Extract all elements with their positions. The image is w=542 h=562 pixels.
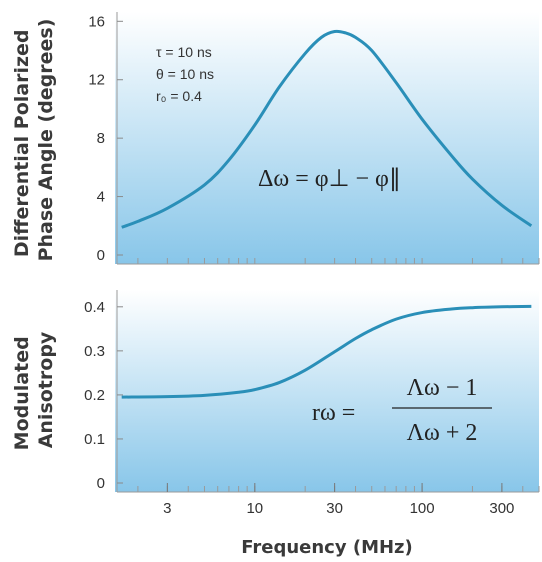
x-tick-label: 300 <box>489 500 514 517</box>
anisotropy-equation-lhs: rω = <box>312 400 355 426</box>
bottom-plot-area <box>115 290 539 492</box>
top-plot-area <box>115 12 539 264</box>
anisotropy-equation-numerator: Λω − 1 <box>407 375 478 401</box>
top-y-ticks: 0 4 8 12 16 <box>88 13 123 264</box>
bottom-y-axis-label-line2: Anisotropy <box>35 331 57 448</box>
top-y-axis-label-line2: Phase Angle (degrees) <box>35 19 57 262</box>
bottom-x-ticks: 3 10 30 100 300 <box>163 483 514 517</box>
bottom-series-line <box>121 304 532 399</box>
x-tick-label: 30 <box>326 500 343 517</box>
bottom-y-ticks: 0 0.1 0.2 0.3 0.4 <box>84 299 123 492</box>
anisotropy-equation: rω = Λω − 1 Λω + 2 <box>312 375 492 446</box>
top-y-tick-label: 4 <box>97 189 105 206</box>
param-annotations: τ = 10 ns θ = 10 ns r₀ = 0.4 <box>156 44 214 104</box>
top-y-tick-label: 12 <box>88 72 105 89</box>
bottom-y-tick-label: 0.3 <box>84 343 105 360</box>
x-tick-label: 3 <box>163 500 171 517</box>
bottom-y-axis-label-line1: Modulated <box>11 336 33 450</box>
anisotropy-equation-denominator: Λω + 2 <box>407 420 478 446</box>
top-panel: 0 4 8 12 16 Differential Polarized Phase Ang… <box>11 12 540 265</box>
phase-equation: Δω = φ⊥ − φ∥ <box>258 166 401 192</box>
bottom-panel: 0 0.1 0.2 0.3 0.4 3 10 30 100 300 Modulated Anis… <box>11 290 540 558</box>
x-axis-label: Frequency (MHz) <box>241 537 413 558</box>
param-tau: τ = 10 ns <box>156 44 212 60</box>
top-y-tick-label: 16 <box>88 13 105 30</box>
param-r0: r₀ = 0.4 <box>156 88 202 104</box>
param-theta: θ = 10 ns <box>156 66 214 82</box>
top-y-axis-label: Differential Polarized Phase Angle (degr… <box>11 19 57 262</box>
bottom-y-tick-label: 0.4 <box>84 299 105 316</box>
x-tick-label: 100 <box>410 500 435 517</box>
top-y-tick-label: 8 <box>97 130 105 147</box>
bottom-y-axis-label: Modulated Anisotropy <box>11 330 57 451</box>
bottom-y-tick-label: 0 <box>97 475 105 492</box>
x-tick-label: 10 <box>246 500 263 517</box>
top-y-tick-label: 0 <box>97 247 105 264</box>
bottom-y-tick-label: 0.1 <box>84 431 105 448</box>
bottom-y-tick-label: 0.2 <box>84 387 105 404</box>
top-series-line <box>121 29 533 229</box>
top-x-minor-ticks <box>137 258 540 264</box>
top-y-axis-label-line1: Differential Polarized <box>11 29 33 257</box>
